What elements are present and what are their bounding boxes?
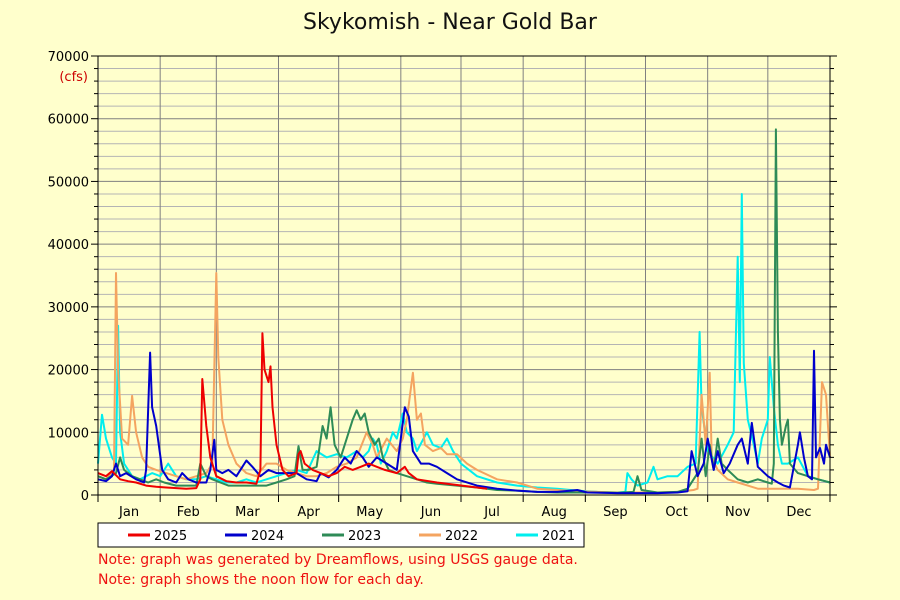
legend-label-2025: 2025: [154, 529, 187, 544]
y-tick-label: 0: [81, 489, 89, 504]
y-tick-label: 60000: [48, 113, 89, 128]
y-axis-label: (cfs): [59, 70, 88, 85]
note-gauge-source: Note: graph was generated by Dreamflows,…: [98, 552, 578, 568]
x-tick-label: Feb: [177, 505, 200, 520]
y-tick-label: 40000: [48, 238, 89, 253]
legend-label-2024: 2024: [251, 529, 284, 544]
legend-label-2022: 2022: [445, 529, 478, 544]
series-line-2025: [97, 332, 488, 490]
series-line-2024: [97, 349, 831, 495]
axes: 0 10000 20000 30000 40000 50000 60000 70000 Jan F…: [48, 50, 837, 520]
y-tick-label: 50000: [48, 175, 89, 190]
x-tick-label: Jan: [118, 505, 139, 520]
x-tick-label: Nov: [725, 505, 751, 520]
legend: 2025 2024 2023 2022 2021: [97, 522, 585, 548]
x-tick-label: Jul: [483, 505, 500, 520]
y-tick-label: 10000: [48, 426, 89, 441]
series-lines: [97, 128, 831, 495]
x-tick-label: Oct: [665, 505, 687, 520]
x-tick-label: Mar: [235, 505, 260, 520]
grid-lines: [98, 56, 830, 495]
legend-label-2021: 2021: [542, 529, 575, 544]
y-tick-label: 20000: [48, 364, 89, 379]
note-noon-flow: Note: graph shows the noon flow for each…: [98, 572, 424, 588]
x-tick-label: Sep: [603, 505, 628, 520]
x-tick-label: May: [356, 505, 383, 520]
x-tick-label: Apr: [297, 505, 320, 520]
plot-frame: [97, 55, 831, 496]
y-tick-label: 30000: [48, 301, 89, 316]
series-line-2021: [97, 193, 831, 494]
x-tick-label: Jun: [420, 505, 441, 520]
x-tick-label: Aug: [542, 505, 567, 520]
chart-title: Skykomish - Near Gold Bar: [303, 10, 597, 35]
x-tick-label: Dec: [786, 505, 811, 520]
y-tick-label: 70000: [48, 50, 89, 65]
legend-label-2023: 2023: [348, 529, 381, 544]
